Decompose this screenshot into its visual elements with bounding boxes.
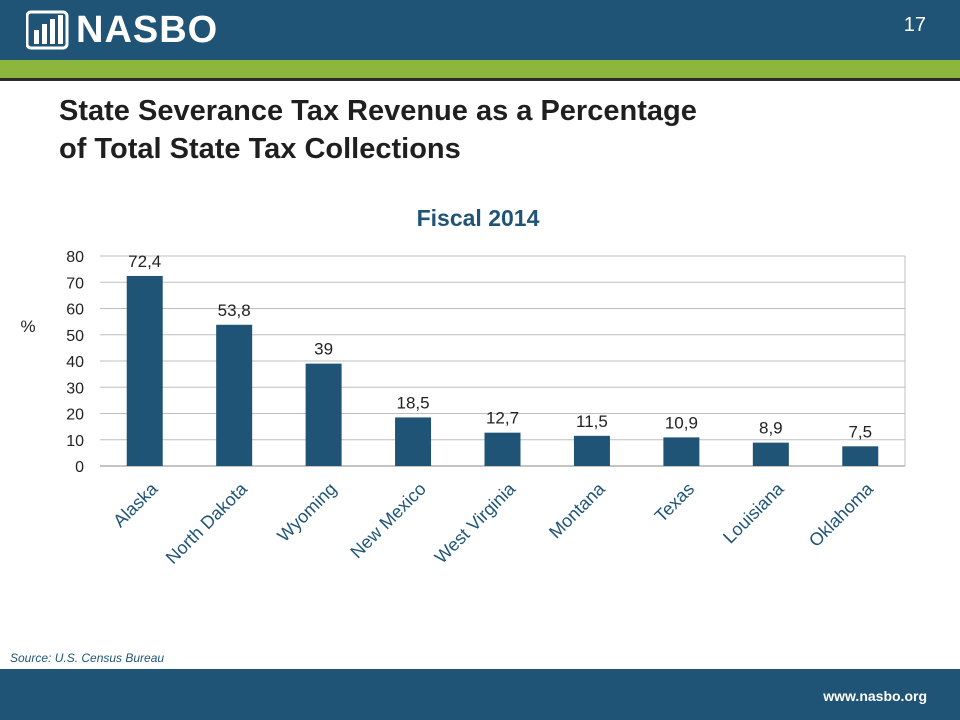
x-tick-label: Alaska <box>109 478 162 531</box>
bar <box>842 446 879 466</box>
nasbo-bars-logo-icon <box>26 10 69 50</box>
data-label: 18,5 <box>397 393 430 412</box>
y-tick-label: 0 <box>75 459 84 476</box>
chart-title: Fiscal 2014 <box>417 205 540 231</box>
logo-text: NASBO <box>76 9 219 51</box>
x-tick-label: Oklahoma <box>805 478 878 551</box>
slide-title: State Severance Tax Revenue as a Percent… <box>59 92 899 168</box>
data-label: 8,9 <box>759 419 783 438</box>
x-tick-label: North Dakota <box>162 478 252 568</box>
header-bar: NASBO 17 <box>0 0 960 60</box>
data-label: 53,8 <box>218 301 251 320</box>
y-tick-label: 40 <box>66 354 84 371</box>
source-note: Source: U.S. Census Bureau <box>10 651 165 665</box>
slide-title-line-1: State Severance Tax Revenue as a Percent… <box>59 95 697 127</box>
bar <box>663 437 700 466</box>
data-label: 12,7 <box>486 409 519 428</box>
footer-bar: www.nasbo.org <box>0 669 960 720</box>
nasbo-logo: NASBO <box>26 10 218 50</box>
x-tick-label: New Mexico <box>346 479 429 562</box>
data-label: 39 <box>314 340 333 359</box>
x-tick-label: Montana <box>545 478 609 542</box>
data-label: 7,5 <box>848 422 872 441</box>
y-tick-label: 80 <box>66 249 84 266</box>
y-tick-label: 30 <box>66 380 84 397</box>
data-label: 72,4 <box>128 252 161 271</box>
y-tick-label: 50 <box>66 328 84 345</box>
bars <box>126 275 879 466</box>
y-tick-label: 70 <box>66 275 84 292</box>
data-labels: 72,4 53,8 39 18,5 12,7 11,5 10,9 8,9 7,5 <box>128 252 872 441</box>
y-axis-label: % <box>20 317 35 336</box>
slide-number: 17 <box>903 14 926 36</box>
x-tick-label: West Virginia <box>431 478 520 567</box>
bar <box>216 324 253 466</box>
bar <box>752 442 789 466</box>
bar <box>573 435 610 466</box>
bar <box>484 432 521 466</box>
y-tick-label: 60 <box>66 302 84 319</box>
slide-title-line-2: of Total State Tax Collections <box>59 133 461 165</box>
x-tick-label: Texas <box>651 479 698 526</box>
data-label: 10,9 <box>665 413 698 432</box>
x-tick-labels: Alaska North Dakota Wyoming New Mexico West … <box>109 478 878 568</box>
x-tick-label: Louisiana <box>719 478 788 547</box>
footer-website-link[interactable]: www.nasbo.org <box>823 688 927 704</box>
bar <box>126 275 163 466</box>
y-tick-label: 20 <box>66 407 84 424</box>
data-label: 11,5 <box>576 412 608 431</box>
y-tick-label: 10 <box>66 433 84 450</box>
x-tick-label: Wyoming <box>273 479 340 546</box>
y-tick-labels: 0 10 20 30 40 50 60 70 80 <box>66 249 84 476</box>
accent-stripe <box>0 60 960 81</box>
bar-chart: Fiscal 2014 % 72,4 53,8 39 18,5 12,7 11,5 10,9… <box>20 205 906 568</box>
bar <box>305 363 342 466</box>
bar <box>395 417 432 466</box>
